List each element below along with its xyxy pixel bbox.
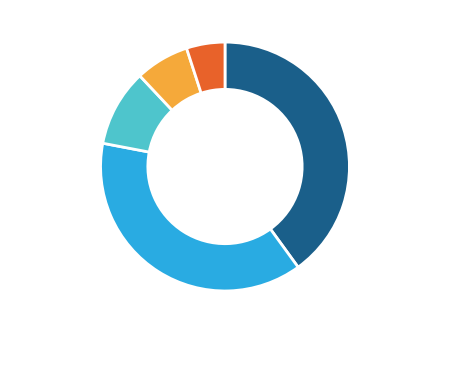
Wedge shape	[225, 42, 350, 267]
Wedge shape	[100, 143, 298, 291]
Wedge shape	[187, 42, 225, 93]
Wedge shape	[140, 48, 201, 110]
Wedge shape	[103, 76, 172, 152]
